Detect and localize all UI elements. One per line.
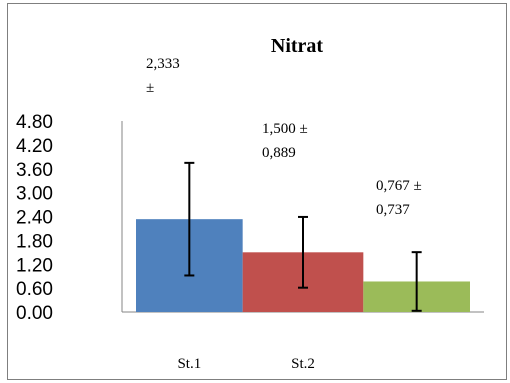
y-tick-label: 1.80 [16,231,53,252]
y-tick-label: 0.00 [16,303,53,324]
x-axis-ticks: St.1 St.2 [177,356,314,372]
data-label-error: ± [146,80,154,96]
data-labels: 2,333 ±1,500 ± 0,889 0,767 ± 0,737 [146,56,422,218]
x-tick-label: St.1 [177,356,201,372]
y-axis-ticks: 0.00 0.60 1.20 1.802.40 3.00 3.60 4.20 4.80 [16,112,53,324]
data-label-value: 1,500 ± [262,121,308,137]
y-tick-label: 3.60 [16,160,53,181]
x-tick-label: St.2 [291,356,315,372]
chart-title: Nitrat [271,35,324,57]
y-tick-label: 1.20 [16,255,53,276]
y-tick-label: 3.00 [16,184,53,205]
data-label-value: 0,767 ± [376,178,422,194]
chart-frame [7,3,507,380]
y-tick-label: 4.80 [16,112,53,133]
error-bars [184,161,422,312]
y-tick-label: 4.20 [16,136,53,157]
y-tick-label: 0.60 [16,279,53,300]
y-tick-label: 2.40 [16,208,53,229]
data-label-error: 0,889 [262,145,296,161]
data-label-error: 0,737 [376,202,410,218]
data-label-value: 2,333 [146,56,180,72]
